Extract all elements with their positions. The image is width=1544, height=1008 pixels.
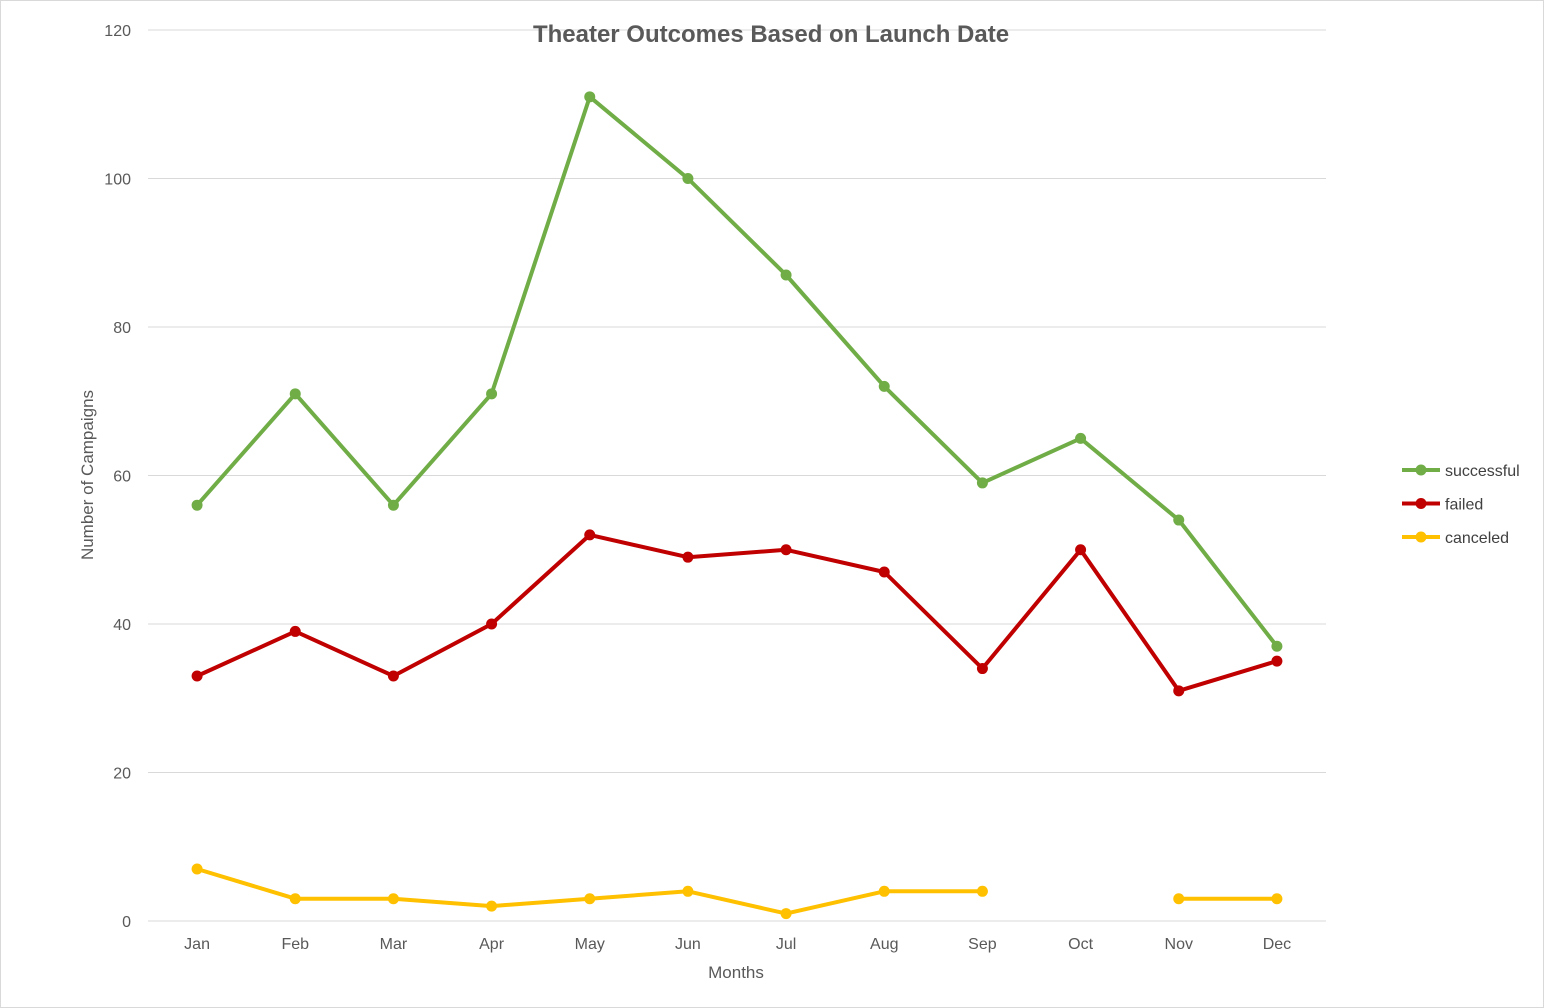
- data-point-canceled-Jul: [780, 908, 792, 920]
- legend: successful failed canceled: [1402, 463, 1520, 547]
- y-axis-title: Number of Campaigns: [78, 390, 97, 560]
- legend-label: failed: [1445, 497, 1483, 514]
- y-tick-label: 0: [122, 914, 131, 931]
- series-failed: [191, 529, 1283, 697]
- data-point-canceled-Dec: [1271, 893, 1283, 905]
- y-tick-label: 80: [113, 320, 131, 337]
- y-tick-label: 60: [113, 469, 131, 486]
- data-point-failed-Aug: [878, 566, 890, 578]
- data-point-successful-Jun: [682, 173, 694, 184]
- data-point-failed-May: [584, 529, 596, 541]
- data-point-successful-Aug: [878, 380, 890, 392]
- data-point-successful-Sep: [976, 477, 988, 489]
- y-tick-label: 100: [104, 172, 131, 189]
- x-tick-label: Aug: [870, 936, 898, 953]
- data-point-canceled-Nov: [1173, 893, 1185, 905]
- data-point-canceled-Mar: [387, 893, 399, 905]
- data-point-successful-Jul: [780, 269, 792, 281]
- x-tick-label: Jul: [776, 936, 796, 953]
- data-point-failed-Oct: [1075, 544, 1087, 556]
- data-point-successful-Mar: [387, 499, 399, 511]
- chart-title: Theater Outcomes Based on Launch Date: [533, 21, 1009, 48]
- y-axis-tick-labels: 0 20 40 60 80 100 120: [104, 23, 131, 931]
- y-tick-label: 120: [104, 23, 131, 40]
- legend-item-canceled: canceled: [1402, 530, 1509, 547]
- data-point-canceled-May: [584, 893, 596, 905]
- legend-item-successful: successful: [1402, 463, 1520, 480]
- data-point-failed-Mar: [387, 670, 399, 682]
- legend-item-failed: failed: [1402, 497, 1483, 514]
- x-tick-label: Jan: [184, 936, 210, 953]
- data-point-successful-Jan: [191, 499, 203, 511]
- data-point-failed-Jul: [780, 544, 792, 556]
- data-point-canceled-Feb: [289, 893, 301, 905]
- series-line-successful: [195, 94, 1279, 649]
- legend-swatch-marker: [1415, 498, 1427, 509]
- data-point-canceled-Apr: [486, 900, 498, 912]
- x-tick-label: Mar: [380, 936, 408, 953]
- y-tick-label: 40: [113, 617, 131, 634]
- data-point-failed-Sep: [976, 663, 988, 675]
- x-axis-tick-labels: Jan Feb Mar Apr May Jun Jul Aug Sep Oct Nov Dec: [184, 936, 1291, 953]
- data-point-failed-Nov: [1173, 685, 1185, 697]
- legend-swatch-marker: [1415, 464, 1427, 476]
- x-tick-label: Nov: [1165, 936, 1193, 953]
- legend-swatch-marker: [1415, 531, 1427, 543]
- data-point-canceled-Aug: [878, 885, 890, 897]
- legend-label: canceled: [1445, 530, 1509, 547]
- x-tick-label: Apr: [479, 936, 505, 953]
- data-point-successful-Dec: [1271, 640, 1283, 652]
- x-axis-title: Months: [708, 963, 764, 982]
- gridlines: [148, 29, 1326, 922]
- series-line-canceled: [195, 867, 985, 916]
- x-tick-label: May: [575, 936, 605, 953]
- y-tick-label: 20: [113, 766, 131, 783]
- data-point-successful-May: [584, 91, 596, 103]
- x-tick-label: Jun: [675, 936, 701, 953]
- x-tick-label: Dec: [1263, 936, 1291, 953]
- series-lines: [191, 91, 1283, 920]
- series-line-failed: [195, 532, 1279, 693]
- data-point-failed-Apr: [486, 618, 498, 630]
- data-point-failed-Dec: [1271, 655, 1283, 667]
- series-canceled: [191, 863, 1283, 920]
- data-point-successful-Nov: [1173, 514, 1185, 526]
- data-point-failed-Jun: [682, 551, 694, 563]
- data-point-successful-Oct: [1075, 432, 1087, 444]
- data-point-failed-Feb: [289, 625, 301, 637]
- x-tick-label: Sep: [968, 936, 997, 953]
- data-point-successful-Apr: [486, 388, 498, 400]
- series-successful: [191, 91, 1283, 652]
- x-tick-label: Oct: [1068, 936, 1093, 953]
- data-point-successful-Feb: [289, 388, 301, 400]
- data-point-canceled-Jan: [191, 863, 203, 875]
- x-tick-label: Feb: [281, 936, 309, 953]
- data-point-canceled-Jun: [682, 885, 694, 897]
- legend-label: successful: [1445, 463, 1520, 480]
- data-point-canceled-Sep: [976, 885, 988, 897]
- data-point-failed-Jan: [191, 670, 203, 682]
